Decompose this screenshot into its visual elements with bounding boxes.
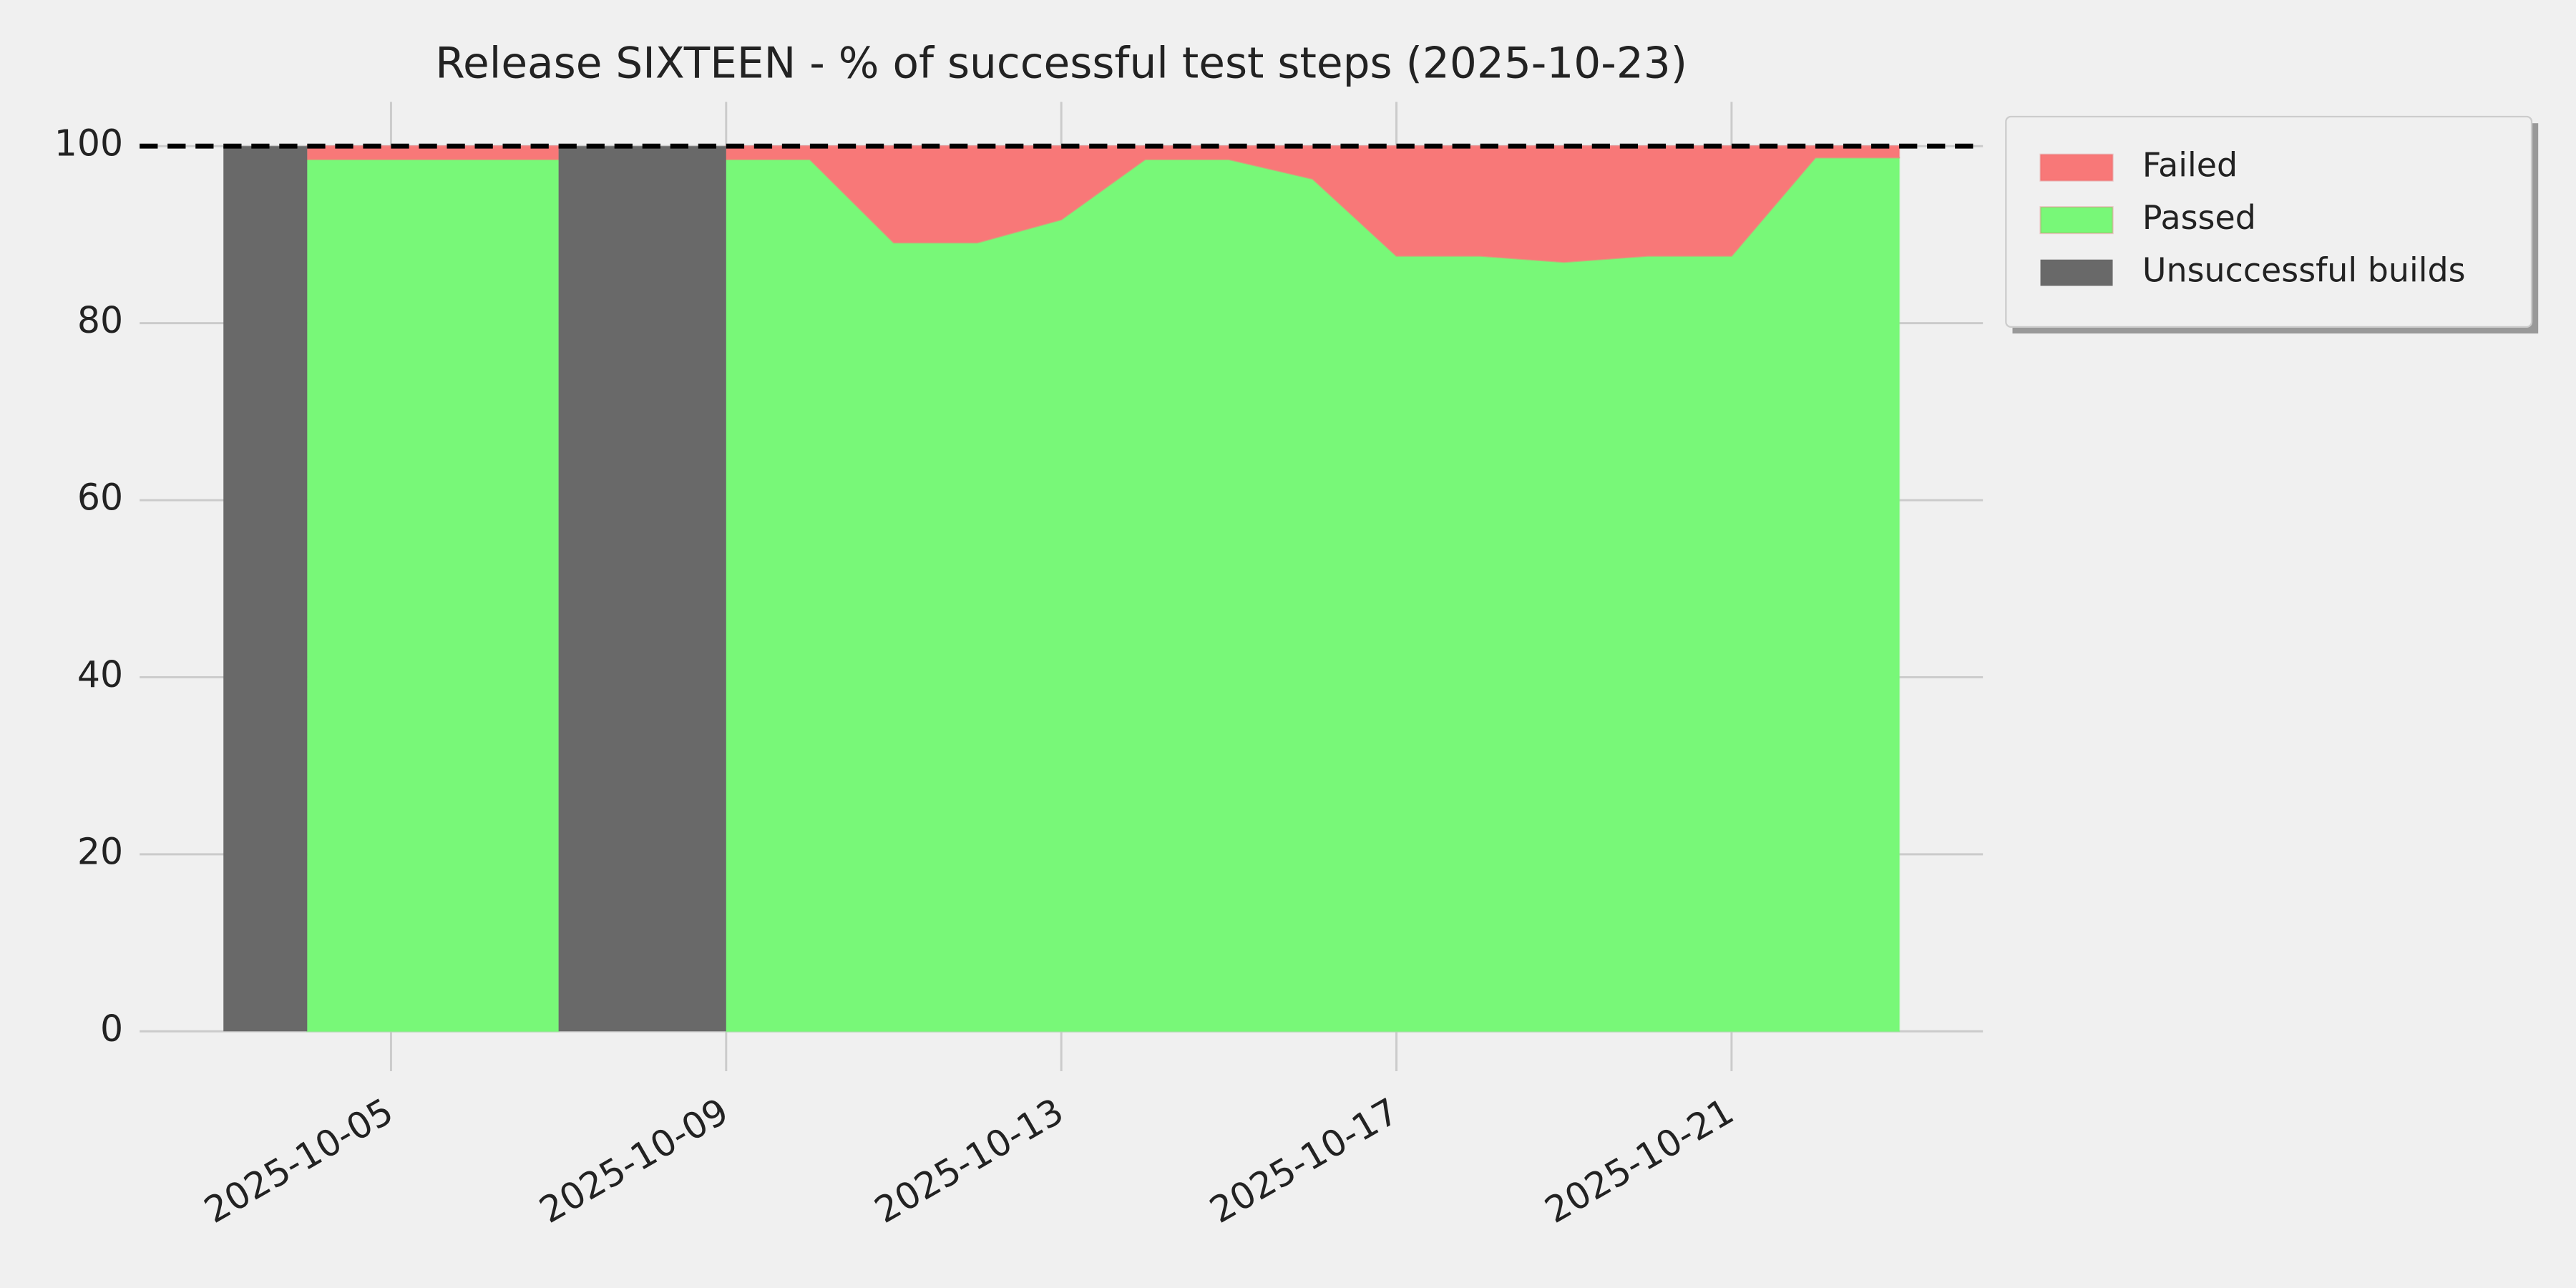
area: [306, 157, 1901, 1033]
legend: Failed Passed Unsuccessful builds: [2005, 115, 2539, 334]
legend-label: Unsuccessful builds: [2142, 251, 2466, 290]
legend-swatch: [2039, 206, 2114, 235]
y-tick-label: 100: [54, 122, 123, 165]
legend-label: Failed: [2142, 146, 2238, 185]
y-tick-label: 60: [77, 477, 123, 519]
y-tick-label: 40: [77, 653, 123, 696]
legend-swatch: [2039, 153, 2114, 182]
legend-swatch: [2040, 259, 2113, 286]
y-tick-label: 80: [77, 299, 123, 341]
y-tick-label: 20: [77, 830, 123, 872]
legend-box: [2005, 115, 2533, 328]
legend-label: Passed: [2142, 198, 2256, 237]
y-tick-label: 0: [100, 1008, 123, 1050]
chart-title: Release SIXTEEN - % of successful test s…: [435, 39, 1687, 88]
plot-area: [223, 145, 1901, 1033]
area: [223, 146, 726, 1032]
